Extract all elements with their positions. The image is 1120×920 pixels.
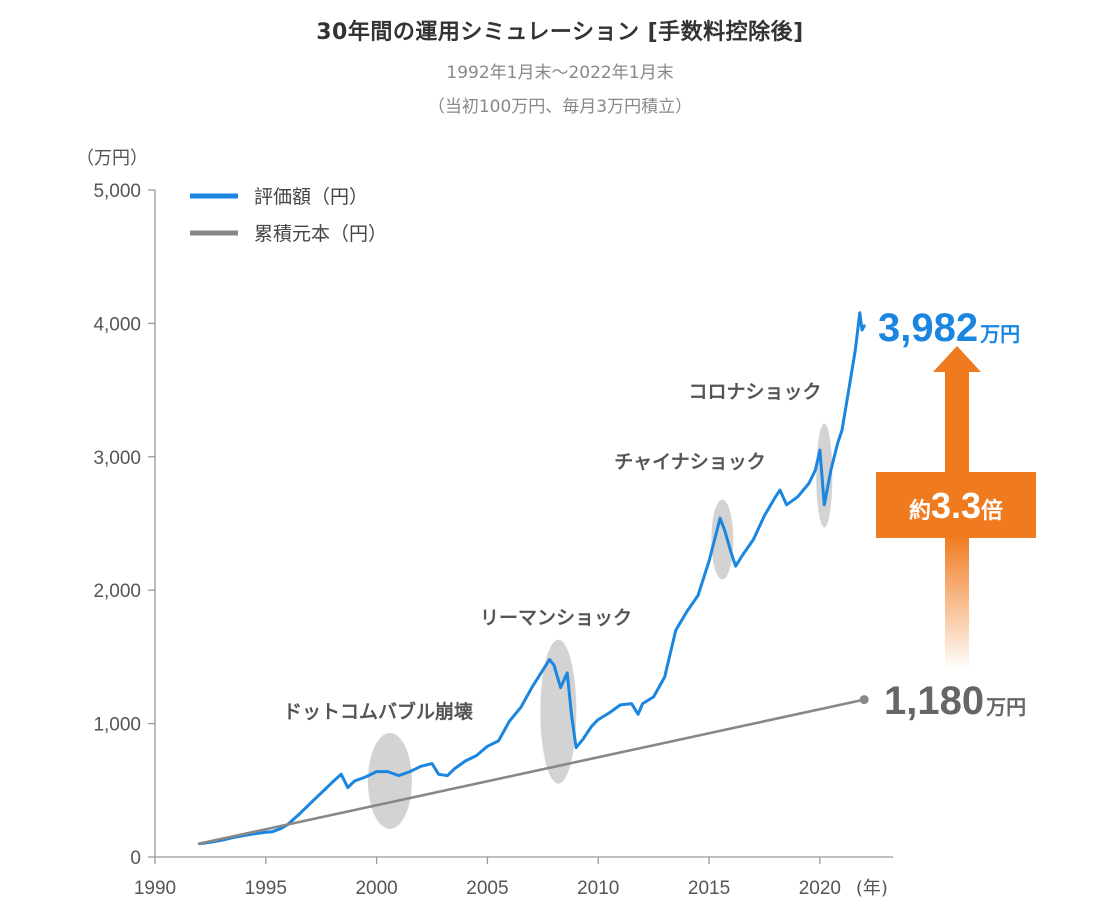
shock-annotation-label: コロナショック — [688, 381, 821, 403]
x-tick-label: 2015 — [688, 878, 730, 899]
y-tick-label: 4,000 — [93, 314, 141, 335]
x-tick-label: 2010 — [577, 878, 619, 899]
shock-annotation-label: ドットコムバブル崩壊 — [283, 700, 474, 723]
y-tick-label: 2,000 — [93, 581, 141, 602]
x-tick-label: 2020 — [799, 878, 841, 899]
principal-end-value-unit: 万円 — [985, 695, 1026, 719]
valuation-end-value: 3,982 万円 — [878, 306, 1020, 350]
multiplier-suffix: 倍 — [981, 498, 1003, 524]
growth-arrow-head — [933, 346, 981, 372]
y-axis-unit-label: （万円） — [76, 148, 148, 169]
chart-title: 30年間の運用シミュレーション [手数料控除後] — [316, 20, 804, 45]
shock-highlight-ellipse — [367, 732, 412, 829]
x-tick-label: 1990 — [134, 878, 176, 899]
chart-subtitle-condition: （当初100万円、毎月3万円積立） — [427, 97, 693, 117]
legend-label: 累積元本（円） — [254, 223, 387, 245]
chart-subtitle-period: 1992年1月末〜2022年1月末 — [446, 63, 674, 83]
x-tick-label: 2000 — [355, 878, 397, 899]
y-tick-label: 3,000 — [93, 448, 141, 469]
multiplier-prefix: 約 — [909, 498, 931, 524]
shock-highlight-ellipse — [711, 499, 734, 580]
legend-label: 評価額（円） — [254, 186, 368, 208]
y-tick-label: 1,000 — [93, 715, 141, 736]
y-tick-label: 5,000 — [93, 181, 141, 202]
shock-annotation-label: チャイナショック — [614, 451, 765, 473]
y-tick-label: 0 — [130, 848, 141, 869]
multiplier-value: 3.3 — [931, 485, 981, 526]
x-axis-unit-label: (年) — [856, 878, 888, 899]
valuation-end-value-unit: 万円 — [979, 322, 1020, 346]
x-tick-label: 1995 — [245, 878, 287, 899]
valuation-series-line — [197, 311, 866, 846]
multiplier-label: 約3.3倍 — [909, 485, 1003, 526]
x-tick-label: 2005 — [466, 878, 508, 899]
principal-end-dot — [859, 695, 869, 705]
shock-annotation-label: リーマンショック — [480, 607, 632, 629]
principal-series-line — [198, 698, 866, 845]
principal-end-value: 1,180 万円 — [884, 679, 1026, 723]
multiplier-box — [876, 472, 1036, 538]
